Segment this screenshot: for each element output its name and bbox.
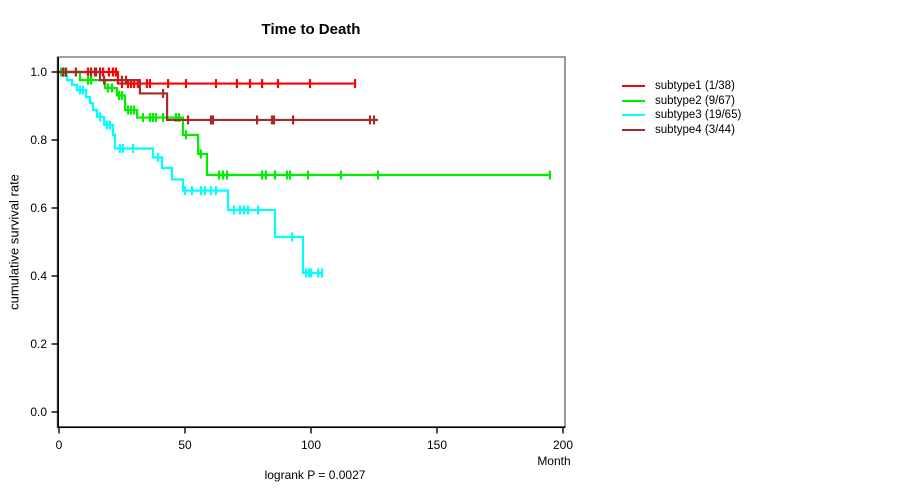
legend-item-subtype1: subtype1 (1/38)	[622, 79, 741, 94]
x-tick-label: 100	[301, 438, 321, 452]
legend-line-swatch-subtype4	[622, 129, 645, 132]
survival-curve-subtype4	[59, 70, 379, 122]
x-axis-label: Month	[537, 454, 571, 468]
survival-curve-subtype3	[59, 70, 323, 275]
chart-title: Time to Death	[261, 21, 361, 38]
y-tick-label: 0.6	[30, 201, 47, 215]
legend-line-swatch-subtype3	[622, 114, 645, 117]
y-tick-label: 0.8	[30, 133, 47, 147]
survival-curve-subtype2	[59, 70, 550, 177]
y-tick-label: 0.4	[30, 269, 47, 283]
legend-line-swatch-subtype2	[622, 99, 645, 102]
y-tick-label: 0.2	[30, 337, 47, 351]
legend-item-subtype3: subtype3 (19/65)	[622, 108, 741, 123]
x-tick-label: 0	[56, 438, 63, 452]
y-tick-label: 1.0	[30, 65, 47, 79]
legend-item-label: subtype2 (9/67)	[655, 94, 735, 107]
legend-item-label: subtype4 (3/44)	[655, 123, 735, 136]
x-tick-label: 150	[427, 438, 447, 452]
x-tick-label: 50	[178, 438, 192, 452]
legend-item-label: subtype1 (1/38)	[655, 80, 735, 92]
y-tick-label: 0.0	[30, 405, 47, 419]
legend: subtype1 (1/38) subtype2 (9/67) subtype3…	[622, 79, 741, 137]
legend-item-subtype4: subtype4 (3/44)	[622, 123, 741, 138]
legend-item-label: subtype3 (19/65)	[655, 109, 742, 122]
legend-item-subtype2: subtype2 (9/67)	[622, 94, 741, 109]
logrank-pvalue: logrank P = 0.0027	[264, 468, 366, 482]
legend-line-swatch-subtype1	[622, 85, 645, 88]
x-tick-label: 200	[553, 438, 573, 452]
y-axis-label: cumulative survival rate	[6, 174, 22, 310]
